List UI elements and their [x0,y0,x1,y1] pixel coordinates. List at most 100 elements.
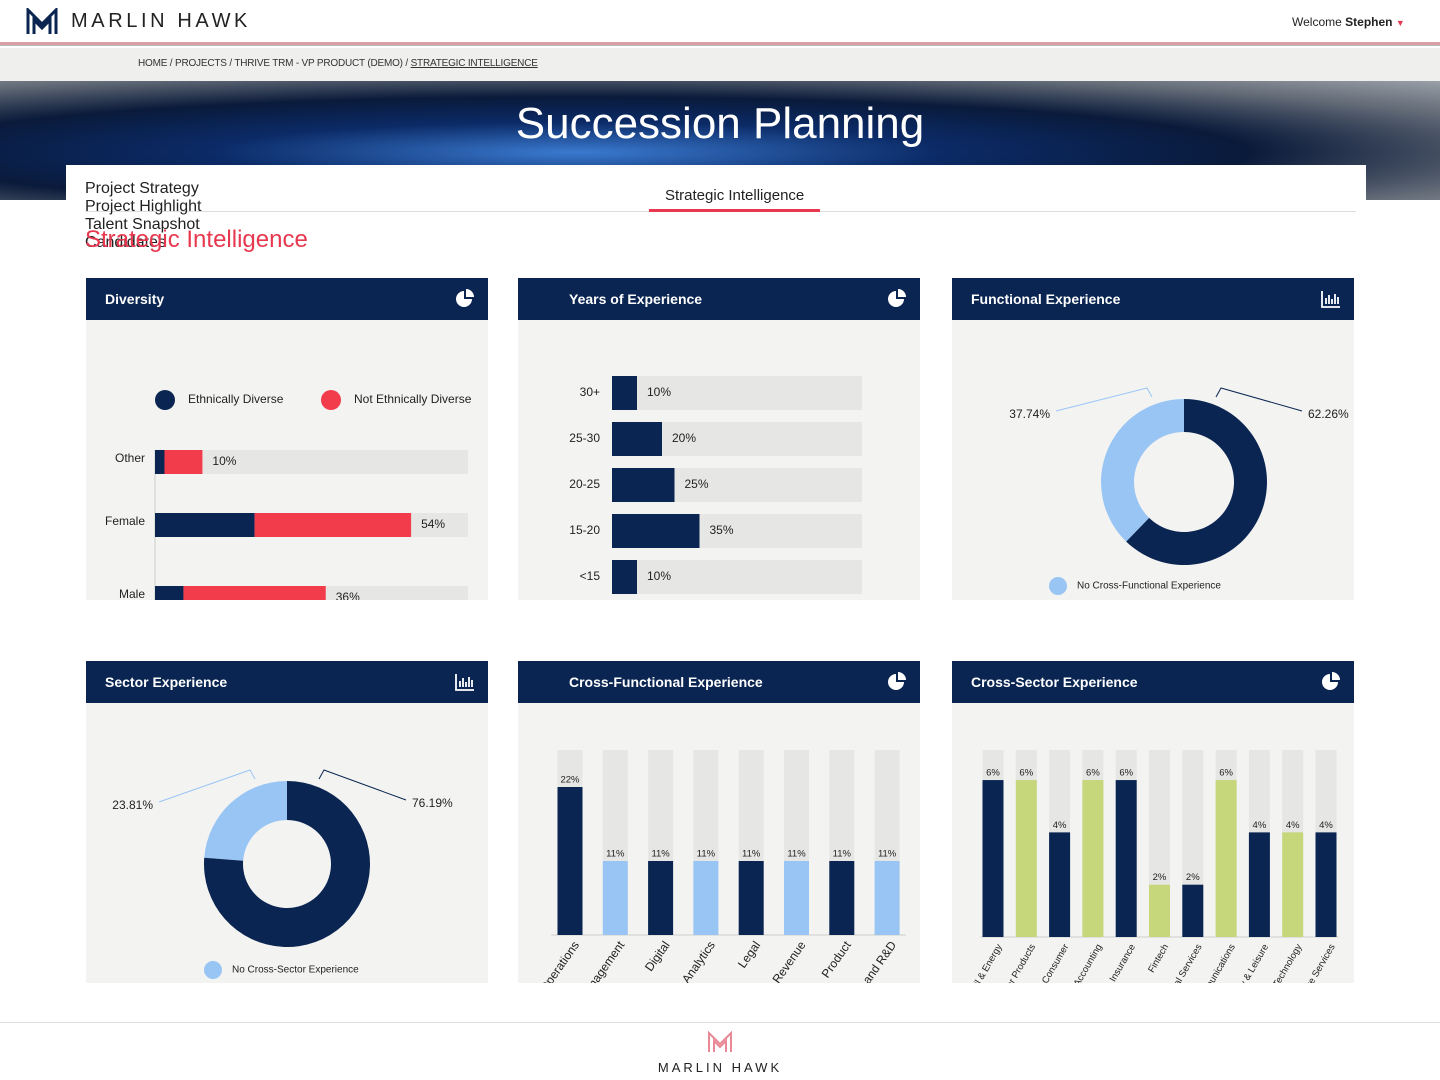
icon-shape [898,289,906,297]
legend-swatch [155,390,175,410]
total-label: 36% [336,590,360,600]
leader-line [1215,387,1303,412]
bar [612,376,637,410]
icon-shape [888,674,904,690]
value-label: 23.81% [112,798,153,812]
value-label: 6% [1019,768,1033,779]
icon-shape [1321,291,1340,308]
category-label: Oil & Energy [969,942,1005,983]
chart-panel: Cross-Functional Experience 22% Operations… [518,661,920,983]
value-label: 62.26% [1308,407,1349,421]
category-label: 30+ [580,385,600,399]
panel-title: Sector Experience [105,674,228,690]
bar [1082,780,1104,937]
value-label: 10% [647,385,671,399]
panel-icon[interactable] [1320,288,1342,310]
panel-title: Cross-Functional Experience [569,674,763,690]
tab[interactable]: Talent Snapshot [85,216,200,233]
crumb[interactable]: STRATEGIC INTELLIGENCE [410,58,538,69]
panel-icon[interactable] [454,671,476,693]
category-label: <15 [580,569,601,583]
chart-panel: Cross-Sector Experience 6% Oil & Energy 6% C… [952,661,1354,983]
value-label: 2% [1153,872,1167,883]
tab[interactable]: Project Strategy [85,180,199,197]
total-label: 10% [212,454,236,468]
bar [602,861,628,935]
legend-swatch [321,390,341,410]
bar [612,514,700,548]
bar [612,422,662,456]
bar [1049,832,1071,937]
icon-shape [898,672,906,680]
bar [829,861,855,935]
footer: MARLIN HAWK [0,1022,1440,1080]
tab[interactable]: Project Highlight [85,198,202,215]
donut-segment [204,781,370,947]
value-label: 4% [1319,820,1333,831]
panel-icon[interactable] [1320,671,1342,693]
welcome-text: Welcome [1292,15,1342,29]
value-label: 11% [651,849,670,860]
bar-track [612,376,862,410]
category-label: Male [119,587,145,600]
panel-icon[interactable] [886,671,908,693]
bar [1282,832,1304,937]
panel-title: Diversity [105,291,165,307]
leader-line [318,769,407,801]
panel-title: Functional Experience [971,291,1121,307]
value-label: 6% [1219,768,1233,779]
category-label: Female [105,514,145,528]
hero-title: Succession Planning [515,99,925,148]
bar [648,861,674,935]
top-bar: MARLIN HAWK Welcome Stephen ▼ [0,0,1440,45]
value-label: 11% [878,849,897,860]
bar [874,861,900,935]
tab[interactable]: Candidates [85,234,166,251]
category-label: 20-25 [569,477,600,491]
bar-segment [183,586,326,600]
panel-header: Years of Experience [518,278,920,320]
chart: 30+10%25-3020%20-2525%15-2035%<1510%Year… [569,376,862,594]
chart-panel: Functional Experience 37.74% No Cross-Func… [952,278,1354,600]
chart: 37.74% No Cross-Functional Experience 62.2… [1009,387,1349,595]
panel-icon[interactable] [454,288,476,310]
category-label: Consumer [1040,942,1071,983]
bar-segment [155,513,255,537]
panel-title: Cross-Sector Experience [971,674,1138,690]
donut-segment [204,781,287,861]
legend-label: No Cross-Sector Experience [232,965,359,976]
bar [612,560,637,594]
crumb[interactable]: HOME [138,58,168,69]
category-label: Legal [735,939,763,971]
panel-icon[interactable] [886,288,908,310]
category-label: Revenue [770,938,809,983]
bar-segment [164,450,203,474]
value-label: 11% [833,849,852,860]
legend-label: Not Ethnically Diverse [354,392,472,406]
tab[interactable]: Strategic Intelligence [649,187,821,212]
bar [1015,780,1037,937]
value-label: 25% [685,477,709,491]
bar-segment [254,513,412,537]
value-label: 11% [606,849,625,860]
bar-track [155,450,468,474]
crumb[interactable]: PROJECTS [174,58,227,69]
value-label: 11% [787,849,806,860]
icon-shape [455,674,474,691]
icon-shape [466,289,474,297]
chart: 23.81%No Cross-Sector Experience76.19%Cr… [112,769,453,979]
panel-title: Years of Experience [569,291,703,307]
bar [557,787,583,935]
legend-label: No Cross-Functional Experience [1077,581,1221,592]
value-label: 35% [710,523,734,537]
donut-segment [1101,399,1184,542]
icon-shape [1322,674,1338,690]
welcome[interactable]: Welcome Stephen ▼ [1292,15,1405,29]
bar [693,861,719,935]
breadcrumb: HOME / PROJECTS / THRIVE TRM - VP PRODUC… [0,48,1440,81]
chart-panel: Diversity Ethnically Diverse Not Ethnicall… [86,278,488,600]
crumb[interactable]: THRIVE TRM - VP PRODUCT (DEMO) [234,58,403,69]
brand: MARLIN HAWK [71,10,251,32]
